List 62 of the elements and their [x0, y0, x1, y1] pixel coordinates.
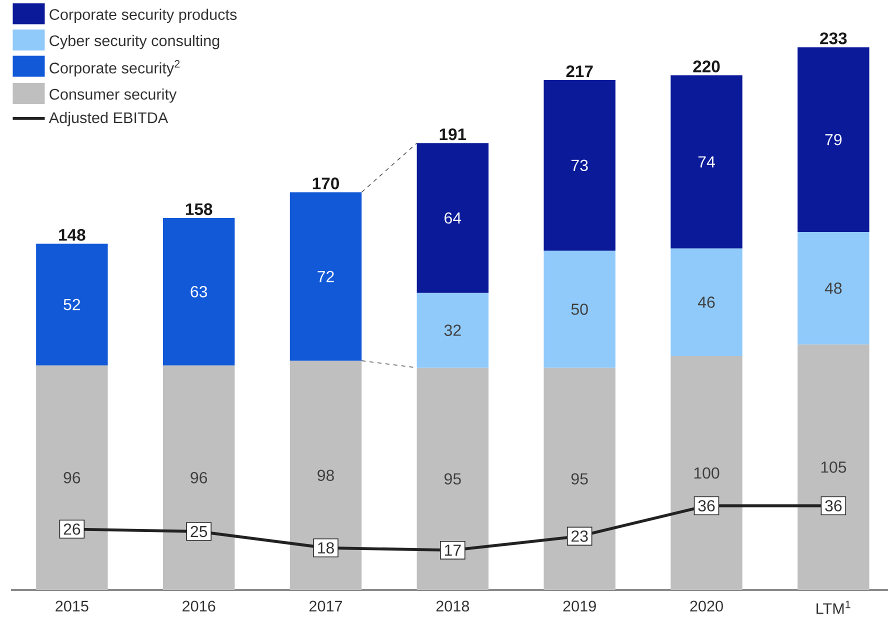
legend-label: Adjusted EBITDA: [48, 112, 168, 126]
data-label: 79: [825, 134, 842, 146]
data-label: 74: [698, 156, 715, 168]
legend-label: Consumer security: [50, 88, 177, 103]
data-label: 98: [318, 470, 334, 481]
x-tick-label: LTM$^{1}$: [816, 600, 850, 614]
total-label: 191: [440, 128, 466, 140]
total-label: 158: [186, 203, 212, 216]
total-label: 148: [59, 229, 86, 241]
bar: [544, 80, 616, 251]
bar: [544, 368, 616, 590]
data-label: 46: [698, 296, 715, 308]
data-label: 63: [190, 286, 208, 298]
data-label: 100: [694, 467, 720, 479]
legend-label: Corporate security$^{2}$: [50, 60, 180, 77]
data-label: 64: [444, 212, 462, 224]
total-label: 233: [820, 32, 847, 44]
data-label: 32: [444, 324, 461, 336]
data-label: 36: [825, 500, 842, 512]
bar: [416, 292, 489, 368]
bar: [798, 232, 870, 344]
x-tick-label: 2016: [182, 600, 216, 612]
x-tick-label: 2019: [563, 600, 596, 612]
bar: [798, 344, 870, 590]
data-label: 72: [318, 270, 334, 282]
data-label: 23: [571, 530, 588, 542]
data-label: 105: [821, 462, 846, 473]
data-label: 48: [824, 282, 842, 294]
total-label: 217: [566, 65, 593, 78]
data-label: 95: [571, 473, 588, 485]
legend-label: Cyber security consulting: [50, 34, 220, 50]
data-label: 17: [444, 544, 461, 556]
total-label: 170: [312, 178, 339, 190]
data-label: 26: [64, 524, 80, 535]
bar: [290, 192, 362, 361]
bar: [798, 47, 870, 232]
data-label: 96: [64, 472, 80, 484]
bar: [416, 143, 489, 293]
bar: [36, 244, 108, 366]
bar: [290, 360, 362, 590]
bar: [670, 75, 742, 248]
x-tick-label: 2015: [56, 600, 88, 612]
data-label: 25: [190, 526, 208, 538]
bar: [670, 356, 742, 590]
data-label: 50: [571, 304, 588, 315]
data-label: 96: [190, 472, 208, 484]
bar: [162, 365, 235, 590]
data-label: 18: [318, 542, 334, 554]
x-tick-label: 2018: [436, 600, 470, 612]
bar: [670, 248, 742, 356]
bar: [162, 218, 235, 366]
legend-label: Corporate security products: [50, 8, 237, 23]
x-tick-label: 2017: [309, 600, 342, 612]
bar: [416, 368, 489, 590]
total-label: 220: [693, 60, 720, 72]
data-label: 95: [444, 473, 461, 485]
data-label: 36: [698, 500, 715, 512]
data-label: 52: [64, 298, 80, 310]
bar: [544, 250, 616, 368]
bar: [36, 365, 108, 590]
x-tick-label: 2020: [690, 600, 723, 612]
data-label: 73: [572, 160, 588, 172]
